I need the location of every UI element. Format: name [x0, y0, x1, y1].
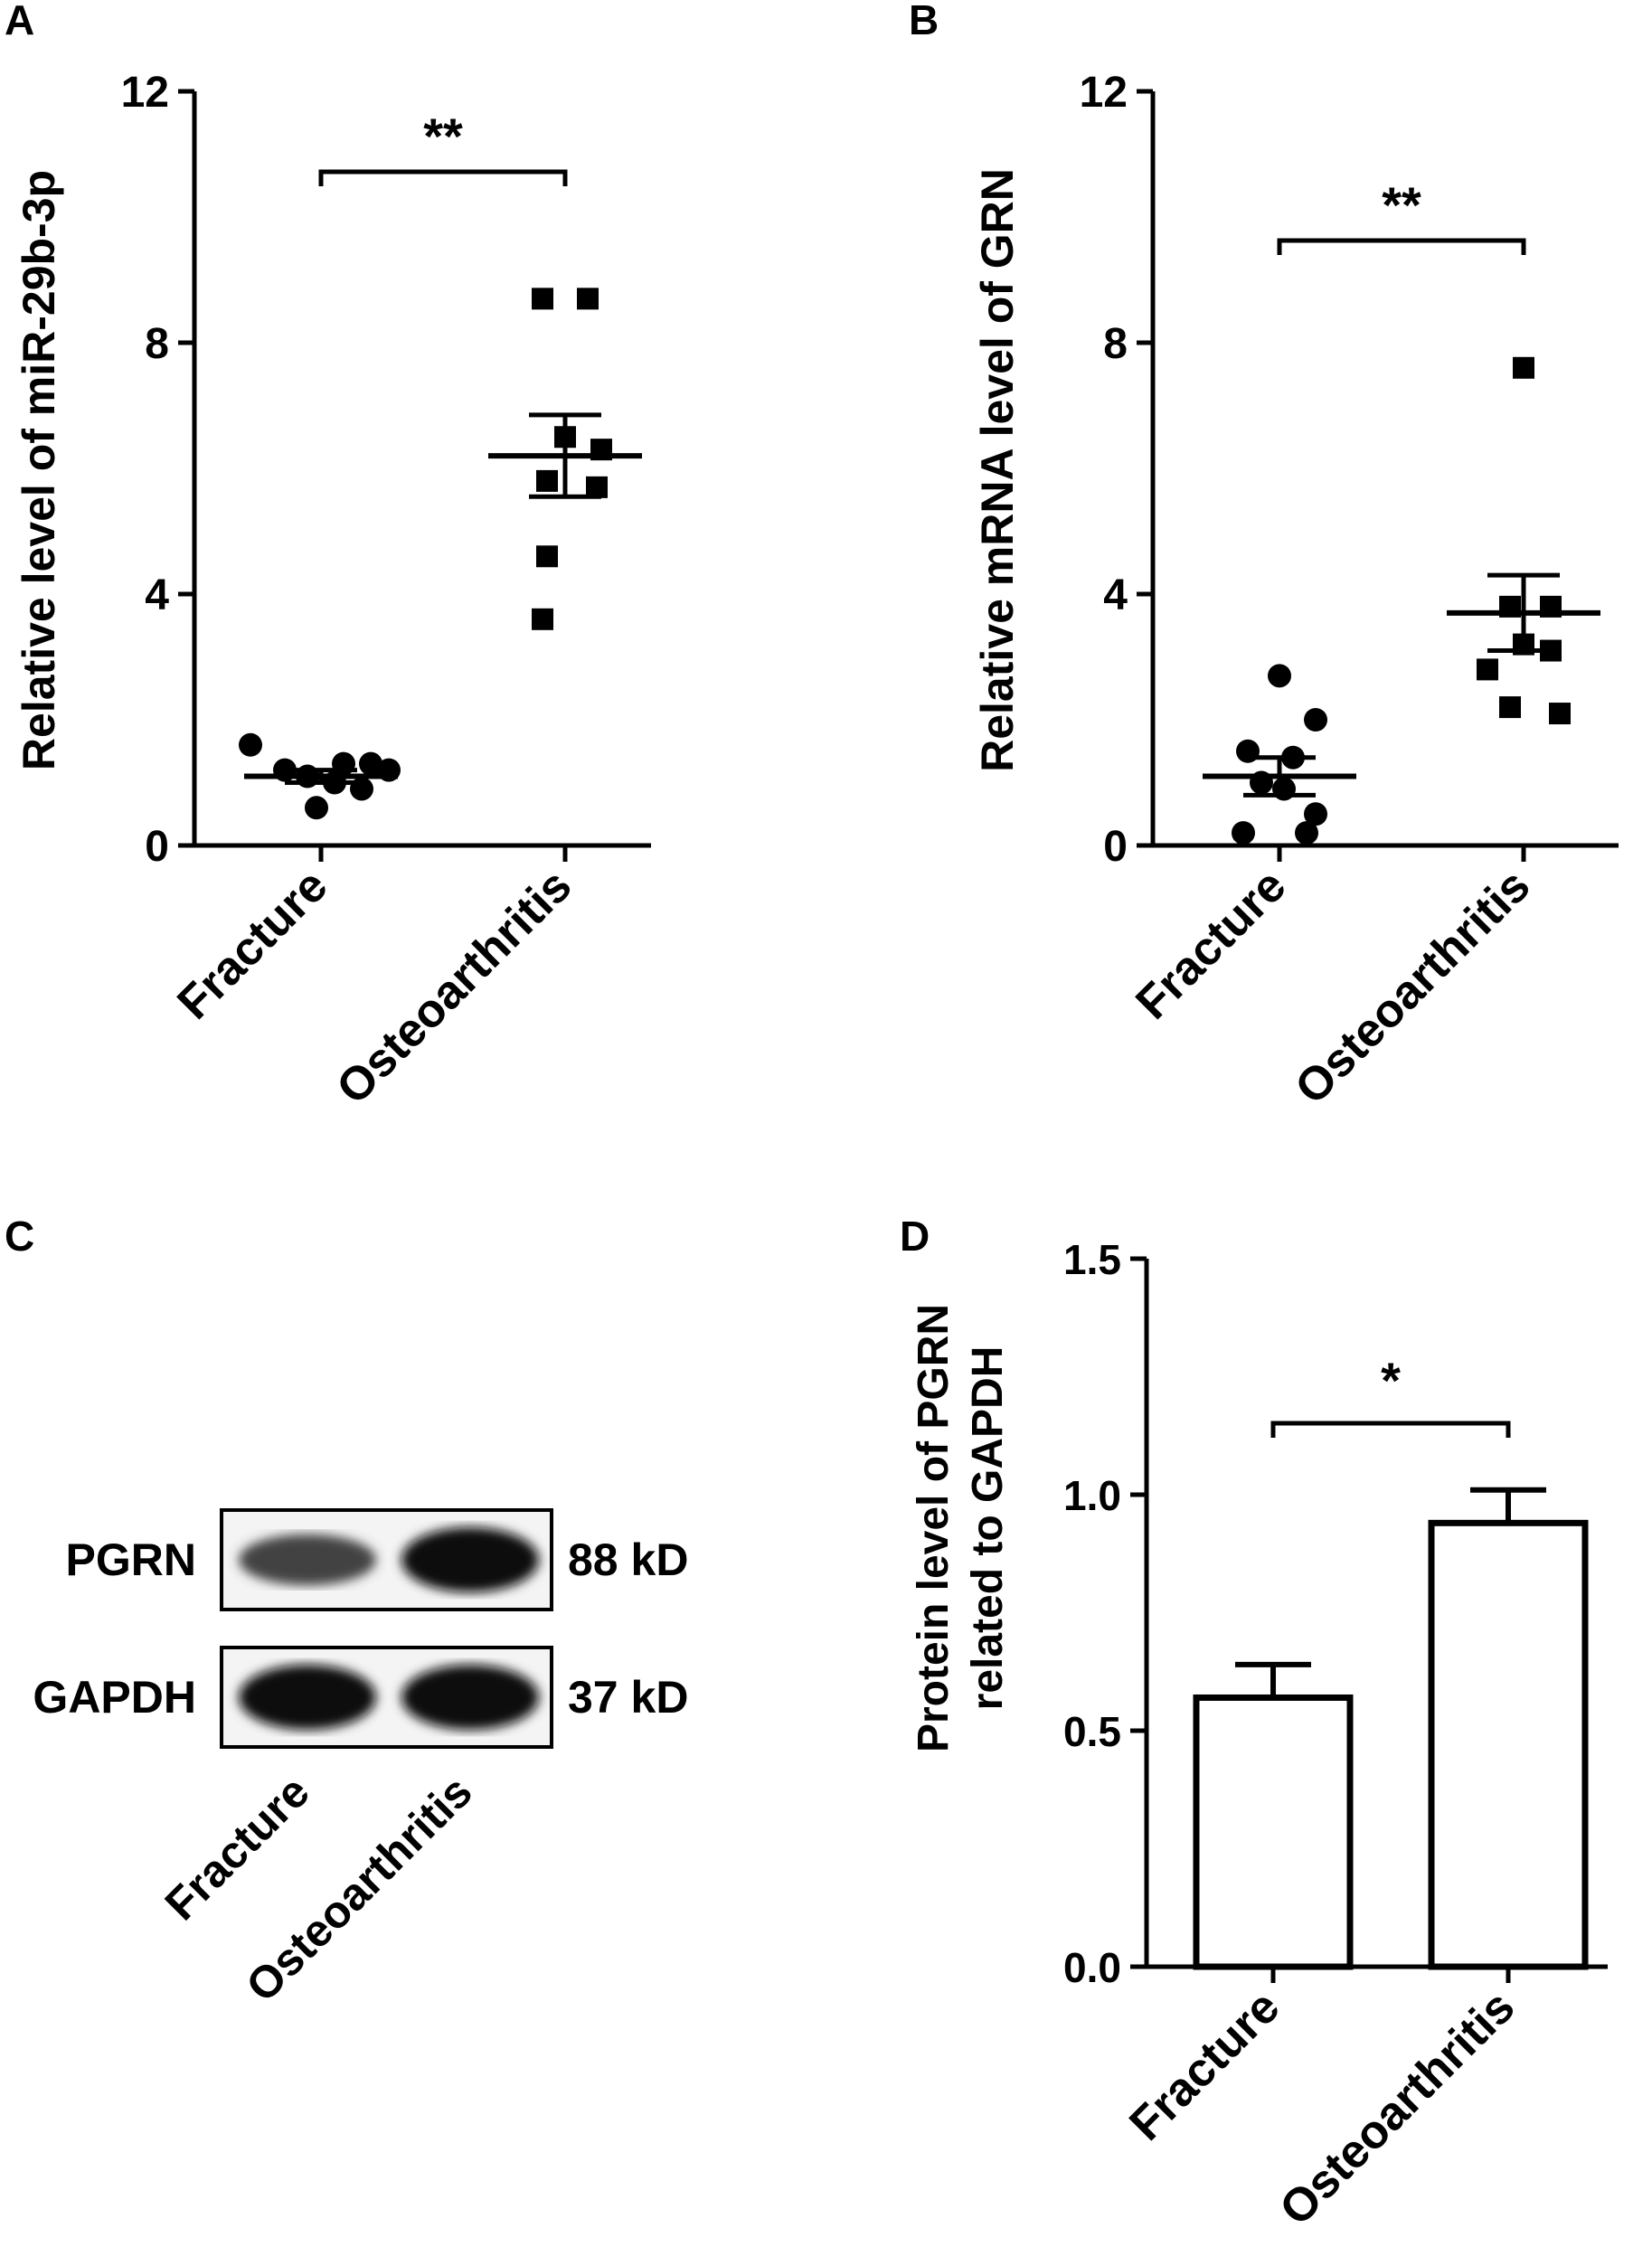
panel-a-y-tick-label: 8 [145, 320, 169, 368]
panel-b-point-osteoarthritis [1499, 696, 1521, 718]
panel-b-x-tick-label: Fracture [1126, 859, 1296, 1029]
panel-d-y-axis-label-line-1: Protein level of PGRN [910, 1304, 958, 1752]
panel-a-y-axis-label: Relative level of miR-29b-3p [14, 170, 64, 770]
panel-a-point-fracture [239, 733, 262, 757]
panel-a: A Relative level of miR-29b-3p 0 4 8 12 Frac… [5, 0, 651, 1115]
panel-a-y-tick-label: 0 [145, 823, 169, 871]
panel-b-y-tick-label: 8 [1103, 320, 1128, 368]
panel-b-point-osteoarthritis [1513, 357, 1534, 379]
panel-label-b: B [909, 0, 939, 43]
panel-b-y-tick-label: 4 [1103, 571, 1128, 619]
panel-b-x-tick-label: Osteoarthritis [1285, 859, 1540, 1114]
panel-d-bar-osteoarthritis [1431, 1523, 1585, 1967]
panel-a-y-tick-label: 4 [145, 571, 169, 619]
panel-b-marks: ** [1203, 176, 1600, 845]
blot-size-label-gapdh: 37 kD [568, 1672, 688, 1723]
panel-a-x-tick-label: Fracture [167, 859, 337, 1029]
panel-b-point-fracture [1295, 821, 1318, 845]
panel-b-significance-label: ** [1382, 176, 1421, 233]
blot-size-label-pgrn: 88 kD [568, 1534, 688, 1585]
panel-d-x-tick-label: Fracture [1119, 1980, 1289, 2150]
panel-d-y-axis-label-line-2: related to GAPDH [964, 1346, 1012, 1711]
panel-a-significance-bracket [321, 172, 565, 186]
panel-label-c: C [5, 1213, 34, 1260]
panel-b-y-tick-label: 0 [1103, 823, 1128, 871]
panel-b-y-tick-label: 12 [1080, 69, 1128, 117]
blot-band-pgrn-fracture [239, 1534, 376, 1586]
panel-a-point-osteoarthritis [532, 288, 553, 309]
blot-band-gapdh-osteoarthritis [401, 1665, 539, 1730]
panel-d-y-tick-label: 1.5 [1063, 1236, 1121, 1283]
panel-a-point-osteoarthritis [532, 609, 553, 630]
panel-d-x-tick-label: Osteoarthritis [1270, 1980, 1525, 2235]
blot-lane-label-fracture: Fracture [156, 1766, 319, 1930]
panel-d-y-tick-label: 1.0 [1063, 1472, 1121, 1519]
panel-label-d: D [900, 1213, 930, 1260]
panel-b-point-fracture [1232, 821, 1255, 845]
panel-b-point-fracture [1268, 664, 1291, 687]
panel-a-point-osteoarthritis [577, 288, 599, 309]
blot-band-gapdh-fracture [239, 1665, 376, 1730]
panel-b-point-osteoarthritis [1549, 703, 1571, 724]
panel-d: D Protein level of PGRN related to GAPDH… [900, 1213, 1608, 2236]
panel-d-marks: * [1196, 1352, 1585, 1967]
panel-a-point-fracture [305, 796, 328, 819]
blot-protein-label-gapdh: GAPDH [33, 1672, 196, 1723]
panel-a-marks: ** [239, 108, 642, 819]
panel-a-x-tick-label: Osteoarthritis [326, 859, 581, 1114]
panel-a-significance-label: ** [423, 108, 463, 165]
panel-a-point-osteoarthritis [536, 545, 558, 567]
panel-d-bar-fracture [1196, 1697, 1350, 1967]
panel-b-point-osteoarthritis [1477, 658, 1498, 680]
panel-b-y-axis-label: Relative mRNA level of GRN [972, 168, 1023, 772]
blot-protein-label-pgrn: PGRN [66, 1534, 196, 1585]
panel-b-point-fracture [1304, 708, 1327, 732]
blot-band-pgrn-osteoarthritis [401, 1527, 539, 1592]
panel-d-significance-bracket [1273, 1423, 1508, 1438]
panel-a-y-tick-label: 12 [121, 69, 169, 117]
panel-a-point-osteoarthritis [536, 470, 558, 492]
panel-b-significance-bracket [1279, 241, 1524, 255]
panel-d-y-tick-label: 0.5 [1063, 1708, 1121, 1755]
panel-d-significance-label: * [1381, 1352, 1401, 1409]
panel-label-a: A [5, 0, 34, 43]
panel-b: B Relative mRNA level of GRN 0 4 8 12 Fractu… [909, 0, 1619, 1115]
panel-d-y-tick-label: 0.0 [1063, 1944, 1121, 1991]
